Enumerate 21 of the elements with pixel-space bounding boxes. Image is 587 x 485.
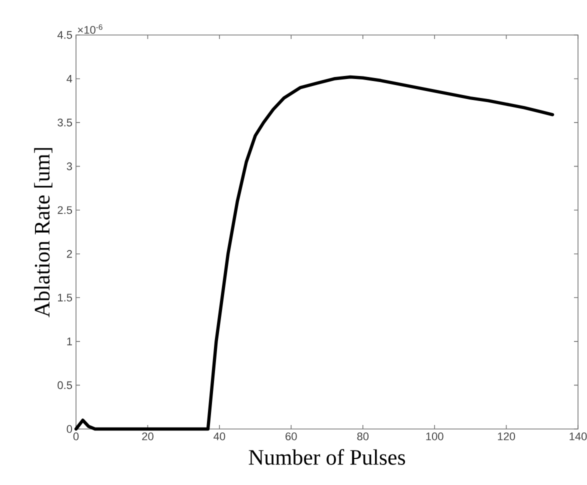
x-tick-label: 120	[498, 432, 516, 440]
y-axis-title: Ablation Rate [um]	[34, 148, 52, 318]
x-tick-label: 20	[142, 432, 154, 440]
y-tick-label: 4	[66, 74, 72, 83]
y-tick-label: 2.5	[58, 206, 72, 214]
y-tick-label: 3.5	[58, 118, 72, 126]
x-tick-label: 100	[426, 432, 444, 440]
y-tick-label: 2	[66, 250, 72, 258]
x-tick-label: 40	[214, 432, 226, 440]
y-tick-label: 4.5	[57, 31, 72, 39]
y-tick-label: 1	[67, 338, 72, 346]
text: ×10$^{-6}$	[78, 24, 102, 34]
x-tick-label: 0	[73, 432, 79, 440]
x-tick-label: 140	[570, 432, 587, 440]
y-tick-label: 0	[66, 425, 72, 433]
x-tick-label: 60	[286, 432, 297, 440]
y-tick-label: 0.5	[58, 381, 72, 390]
y-tick-label: 3	[66, 162, 72, 170]
y-tick-label: 1.5	[58, 294, 72, 302]
x-axis-title: Number of Pulses	[248, 449, 406, 465]
x-tick-label: 80	[357, 432, 369, 440]
